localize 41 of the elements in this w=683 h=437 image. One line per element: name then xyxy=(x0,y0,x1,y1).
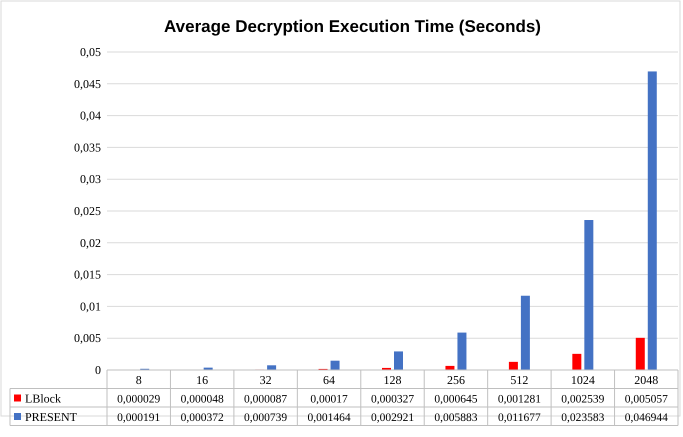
legend-label: PRESENT xyxy=(25,410,78,424)
x-tick-label: 64 xyxy=(323,373,336,387)
data-label: 0,000327 xyxy=(370,394,414,406)
data-label: 0,002921 xyxy=(370,412,414,424)
data-label: 0,002539 xyxy=(561,394,605,406)
y-tick-label: 0,045 xyxy=(74,76,101,91)
data-label: 0,023583 xyxy=(561,412,605,424)
y-tick-label: 0 xyxy=(95,363,101,377)
y-tick-label: 0,03 xyxy=(80,172,101,186)
y-tick-label: 0,05 xyxy=(80,45,101,59)
data-label: 0,00017 xyxy=(310,394,348,406)
data-label: 0,000029 xyxy=(117,394,161,406)
y-tick-label: 0,005 xyxy=(74,331,101,346)
data-label: 0,000372 xyxy=(180,412,224,424)
x-tick-label: 1024 xyxy=(570,373,595,387)
x-tick-label: 32 xyxy=(260,373,272,387)
y-tick-label: 0,025 xyxy=(74,204,101,218)
chart-title: Average Decryption Execution Time (Seconds) xyxy=(164,17,541,36)
y-tick-label: 0,035 xyxy=(74,140,101,154)
x-tick-label: 2048 xyxy=(634,373,658,387)
x-tick-label: 512 xyxy=(510,373,528,387)
data-label: 0,000645 xyxy=(434,394,478,406)
data-label: 0,005883 xyxy=(434,412,478,424)
x-tick-label: 16 xyxy=(196,373,208,387)
x-tick-label: 256 xyxy=(446,373,465,387)
y-tick-label: 0,015 xyxy=(74,268,101,282)
x-tick-label: 8 xyxy=(136,373,142,387)
data-label: 0,000191 xyxy=(117,412,161,424)
data-label: 0,000739 xyxy=(244,412,288,424)
data-label: 0,001281 xyxy=(498,394,542,406)
y-tick-label: 0,02 xyxy=(80,236,101,250)
x-tick-label: 128 xyxy=(384,373,402,387)
data-label: 0,000048 xyxy=(180,394,224,406)
data-label: 0,046944 xyxy=(624,412,668,424)
legend-label: LBlock xyxy=(25,392,61,406)
data-label: 0,000087 xyxy=(244,394,288,406)
y-tick-label: 0,04 xyxy=(80,108,101,123)
data-label: 0,005057 xyxy=(624,394,668,406)
data-label: 0,011677 xyxy=(498,412,541,424)
y-tick-label: 0,01 xyxy=(80,299,101,314)
data-label: 0,001464 xyxy=(307,412,351,424)
